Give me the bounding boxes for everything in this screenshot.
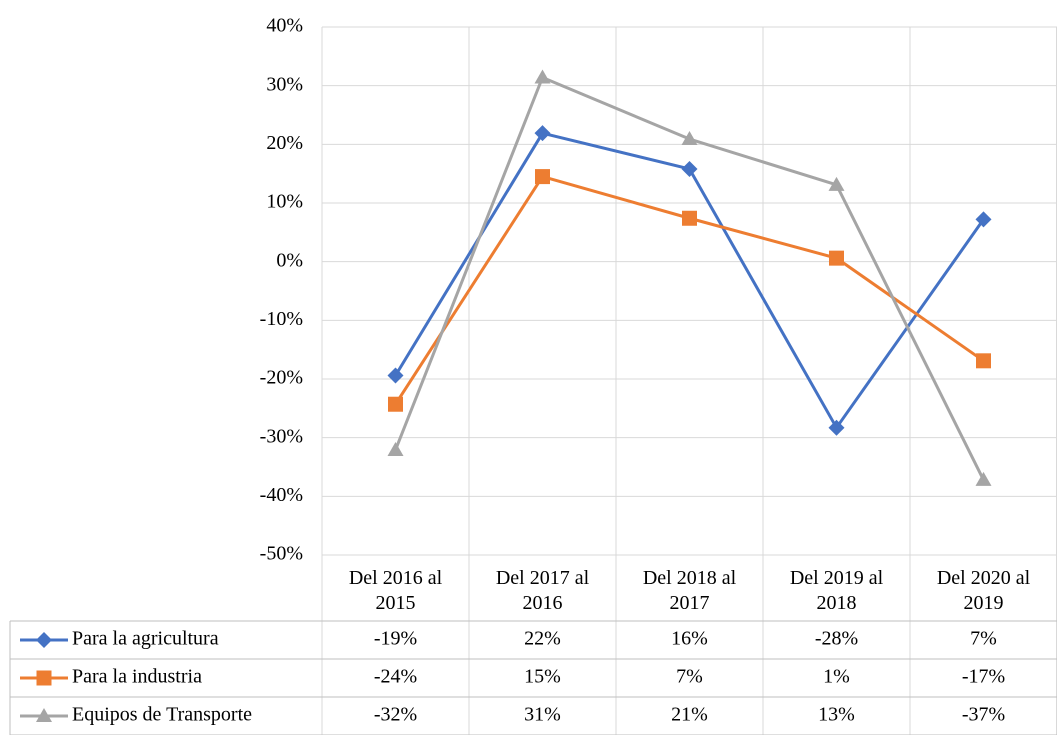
table-value: 7% [676, 666, 703, 688]
marker [387, 441, 404, 456]
legend-marker [36, 670, 52, 686]
table-value: -28% [815, 628, 858, 650]
marker [975, 471, 992, 486]
table-value: -32% [374, 704, 417, 726]
table-value: -17% [962, 666, 1005, 688]
marker [682, 210, 697, 226]
marker [681, 160, 698, 177]
marker [976, 353, 991, 369]
y-tick-label: -30% [260, 425, 303, 447]
x-tick-label: Del 2018 al 2017 [642, 567, 737, 614]
marker [535, 169, 550, 185]
y-tick-label: -10% [260, 308, 303, 330]
table-value: 7% [970, 628, 997, 650]
x-tick-label: Del 2017 al 2016 [495, 567, 590, 614]
legend-marker [36, 632, 52, 648]
legend-label: Para la agricultura [72, 628, 219, 650]
x-tick-label: Del 2019 al 2018 [789, 567, 884, 614]
marker [387, 367, 404, 384]
marker [828, 419, 845, 436]
table-value: -37% [962, 704, 1005, 726]
y-tick-label: -50% [260, 543, 303, 565]
table-value: 13% [818, 704, 855, 726]
table-value: 22% [524, 628, 561, 650]
table-value: 21% [671, 704, 708, 726]
marker [829, 250, 844, 266]
series-line [394, 175, 985, 406]
table-value: -24% [374, 666, 417, 688]
x-tick-label: Del 2020 al 2019 [936, 567, 1031, 614]
legend-label: Equipos de Transporte [72, 704, 252, 726]
series-line [394, 131, 985, 430]
y-tick-label: 30% [266, 73, 303, 95]
y-tick-label: -40% [260, 484, 303, 506]
marker [534, 69, 551, 84]
marker [975, 211, 992, 228]
table-value: -19% [374, 628, 417, 650]
legend-marker [36, 708, 52, 722]
table-value: 16% [671, 628, 708, 650]
legend-label: Para la industria [72, 666, 202, 688]
marker [681, 131, 698, 146]
marker [534, 125, 551, 142]
y-tick-label: -20% [260, 367, 303, 389]
x-tick-label: Del 2016 al 2015 [348, 567, 443, 614]
table-value: 1% [823, 666, 850, 688]
table-value: 15% [524, 666, 561, 688]
y-tick-label: 20% [266, 132, 303, 154]
y-tick-label: 40% [266, 15, 303, 37]
y-tick-label: 10% [266, 191, 303, 213]
marker [828, 176, 845, 191]
y-tick-label: 0% [276, 249, 303, 271]
table-value: 31% [524, 704, 561, 726]
marker [388, 396, 403, 412]
